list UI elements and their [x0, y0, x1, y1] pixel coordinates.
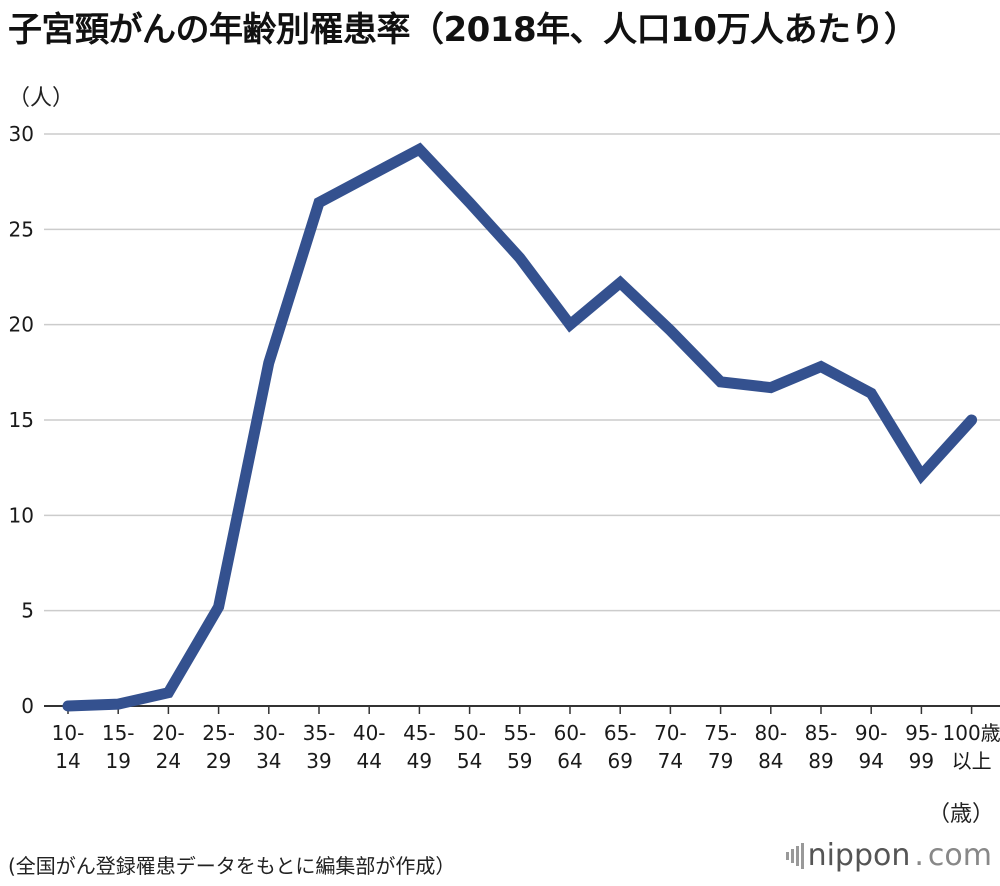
x-tick-label-line2: 79 — [708, 749, 733, 773]
x-tick-label-line1: 80- — [754, 721, 787, 745]
x-tick-label-line2: 99 — [909, 749, 934, 773]
x-tick-label-5: 35-39 — [303, 721, 336, 773]
y-tick-label-0: 0 — [21, 694, 34, 718]
source-note: (全国がん登録罹患データをもとに編集部が作成） — [8, 854, 456, 878]
x-tick-label-line2: 64 — [557, 749, 582, 773]
logo-suffix: com — [927, 838, 992, 873]
x-tick-label-line1: 10- — [52, 721, 85, 745]
x-tick-label-line1: 95- — [905, 721, 938, 745]
x-tick-label-line1: 75- — [704, 721, 737, 745]
x-tick-label-18: 100歳以上 — [943, 721, 1000, 773]
x-tick-label-line2: 94 — [858, 749, 883, 773]
x-tick-label-1: 15-19 — [102, 721, 135, 773]
x-tick-label-line2: 49 — [407, 749, 432, 773]
x-tick-label-line2: 59 — [507, 749, 532, 773]
x-tick-label-3: 25-29 — [202, 721, 235, 773]
x-tick-label-line1: 55- — [503, 721, 536, 745]
x-tick-label-10: 60-64 — [554, 721, 587, 773]
x-tick-label-6: 40-44 — [353, 721, 386, 773]
x-tick-label-line1: 20- — [152, 721, 185, 745]
x-tick-label-15: 85-89 — [805, 721, 838, 773]
y-tick-label-20: 20 — [9, 313, 34, 337]
x-tick-label-14: 80-84 — [754, 721, 787, 773]
x-tick-label-line1: 25- — [202, 721, 235, 745]
grid-lines — [44, 133, 1000, 612]
logo-dot: . — [914, 838, 924, 873]
x-tick-label-17: 95-99 — [905, 721, 938, 773]
logo-bars-icon — [785, 842, 804, 869]
x-tick-label-13: 75-79 — [704, 721, 737, 773]
x-tick-label-4: 30-34 — [252, 721, 285, 773]
x-axis-unit: （歳） — [927, 802, 994, 827]
x-tick-label-line1: 15- — [102, 721, 135, 745]
x-tick-label-line2: 84 — [758, 749, 783, 773]
y-axis-unit: （人） — [8, 86, 75, 111]
x-tick-label-line1: 85- — [805, 721, 838, 745]
x-tick-label-line2: 89 — [808, 749, 833, 773]
x-tick-label-line2: 29 — [206, 749, 231, 773]
x-tick-label-line1: 90- — [855, 721, 888, 745]
x-tick-label-line1: 50- — [453, 721, 486, 745]
series — [62, 142, 978, 712]
y-tick-label-30: 30 — [9, 122, 34, 146]
series-line-0 — [62, 142, 978, 712]
x-tick-label-line2: 54 — [457, 749, 482, 773]
x-tick-label-line2: 39 — [306, 749, 331, 773]
x-tick-label-line2: 69 — [607, 749, 632, 773]
y-tick-label-15: 15 — [9, 408, 34, 432]
logo-name: nippon — [807, 838, 911, 873]
x-tick-label-line2: 14 — [55, 749, 80, 773]
x-tick-label-line1: 70- — [654, 721, 687, 745]
x-tick-label-0: 10-14 — [52, 721, 85, 773]
x-tick-label-line2: 34 — [256, 749, 281, 773]
chart-title: 子宮頸がんの年齢別罹患率（2018年、人口10万人あたり） — [8, 10, 918, 50]
x-tick-label-line1: 65- — [604, 721, 637, 745]
x-tick-label-9: 55-59 — [503, 721, 536, 773]
x-tick-label-7: 45-49 — [403, 721, 436, 773]
nippon-logo: nippon. com — [785, 838, 992, 873]
x-tick-label-2: 20-24 — [152, 721, 185, 773]
x-tick-labels: 10-1415-1920-2425-2930-3435-3940-4445-49… — [52, 721, 1000, 773]
x-tick-label-12: 70-74 — [654, 721, 687, 773]
x-tick-label-line1: 40- — [353, 721, 386, 745]
x-tick-label-line1: 100歳 — [943, 721, 1000, 745]
x-tick-label-line1: 35- — [303, 721, 336, 745]
x-axis — [44, 705, 1000, 714]
x-tick-label-8: 50-54 — [453, 721, 486, 773]
x-tick-label-line1: 45- — [403, 721, 436, 745]
x-tick-label-line2: 19 — [105, 749, 130, 773]
x-tick-label-line1: 30- — [252, 721, 285, 745]
y-tick-labels: 0 5 10 15 20 25 30 — [9, 122, 34, 718]
y-tick-label-5: 5 — [21, 599, 34, 623]
x-tick-label-16: 90-94 — [855, 721, 888, 773]
y-tick-label-10: 10 — [9, 503, 34, 527]
x-tick-label-line2: 以上 — [952, 749, 992, 773]
y-tick-label-25: 25 — [9, 217, 34, 241]
x-tick-label-line2: 24 — [156, 749, 181, 773]
x-tick-label-line1: 60- — [554, 721, 587, 745]
x-tick-label-line2: 44 — [356, 749, 381, 773]
x-tick-label-11: 65-69 — [604, 721, 637, 773]
x-tick-label-line2: 74 — [658, 749, 683, 773]
